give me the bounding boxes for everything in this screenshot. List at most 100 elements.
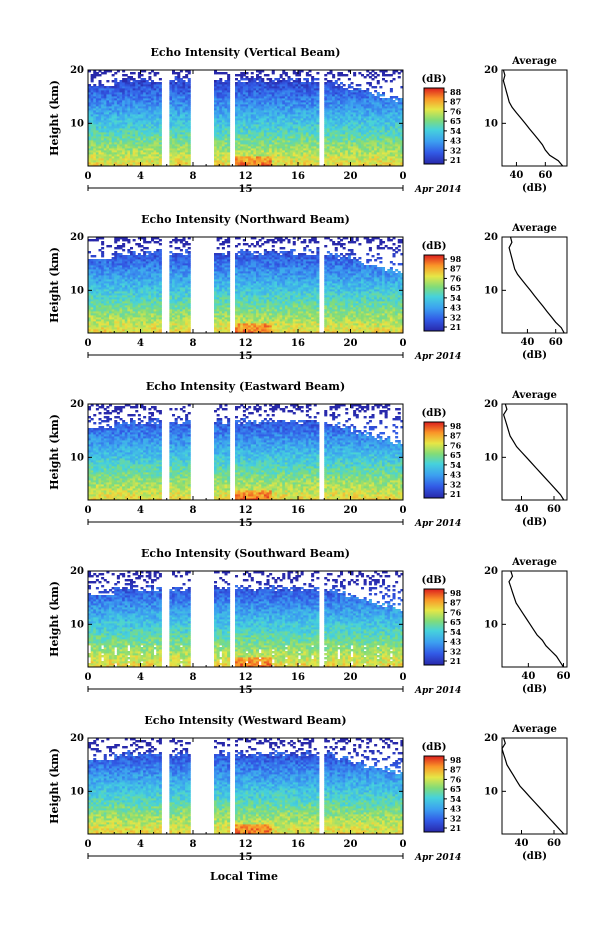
heatmap-cell bbox=[143, 78, 147, 81]
heatmap-cell bbox=[145, 154, 149, 157]
heatmap-cell bbox=[124, 124, 128, 127]
heatmap-cell bbox=[98, 144, 102, 147]
heatmap-cell bbox=[177, 156, 181, 159]
heatmap-cell bbox=[143, 110, 147, 113]
heatmap-cell bbox=[214, 160, 218, 163]
heatmap-cell bbox=[245, 96, 249, 99]
heatmap-cell bbox=[109, 134, 113, 137]
heatmap-cell bbox=[135, 126, 139, 129]
heatmap-cell bbox=[284, 102, 288, 105]
heatmap-cell bbox=[292, 80, 296, 83]
heatmap-cell bbox=[279, 108, 283, 111]
heatmap-cell bbox=[219, 164, 223, 167]
heatmap-cell bbox=[279, 130, 283, 133]
heatmap-cell bbox=[109, 118, 113, 121]
heatmap-cell bbox=[185, 104, 189, 107]
heatmap-cell bbox=[156, 82, 160, 85]
heatmap-cell bbox=[111, 154, 115, 157]
heatmap-cell bbox=[137, 80, 141, 83]
heatmap-cell bbox=[156, 150, 160, 153]
heatmap-cell bbox=[245, 156, 249, 159]
heatmap-cell bbox=[224, 120, 228, 123]
heatmap-cell bbox=[143, 140, 147, 143]
heatmap-cell bbox=[277, 118, 281, 121]
heatmap-cell bbox=[111, 160, 115, 163]
heatmap-cell bbox=[179, 150, 183, 153]
heatmap-cell bbox=[284, 112, 288, 115]
heatmap-cell bbox=[340, 86, 344, 89]
heatmap-cell bbox=[248, 78, 252, 81]
heatmap-cell bbox=[90, 116, 94, 119]
heatmap-cell bbox=[114, 98, 118, 101]
heatmap-cell bbox=[151, 140, 155, 143]
heatmap-cell bbox=[221, 162, 225, 165]
heatmap-cell bbox=[214, 120, 218, 123]
heatmap-cell bbox=[263, 156, 267, 159]
heatmap-cell bbox=[119, 134, 123, 137]
heatmap-cell bbox=[122, 88, 126, 91]
heatmap-cell bbox=[116, 116, 120, 119]
heatmap-cell bbox=[156, 152, 160, 155]
heatmap-cell bbox=[172, 130, 176, 133]
heatmap-cell bbox=[106, 128, 110, 131]
heatmap-cell bbox=[216, 96, 220, 99]
heatmap-cell bbox=[93, 70, 97, 73]
heatmap-cell bbox=[271, 112, 275, 115]
heatmap-cell bbox=[258, 110, 262, 113]
heatmap-cell bbox=[282, 94, 286, 97]
heatmap-cell bbox=[258, 82, 262, 85]
heatmap-cell bbox=[256, 102, 260, 105]
heatmap-cell bbox=[284, 164, 288, 167]
heatmap-cell bbox=[227, 154, 231, 157]
heatmap-cell bbox=[88, 132, 92, 135]
heatmap-cell bbox=[145, 128, 149, 131]
heatmap-cell bbox=[124, 136, 128, 139]
heatmap-cell bbox=[248, 88, 252, 91]
heatmap-cell bbox=[371, 86, 375, 89]
heatmap-cell bbox=[90, 255, 94, 258]
heatmap-cell bbox=[237, 124, 241, 127]
heatmap-cell bbox=[114, 164, 118, 167]
heatmap-cell bbox=[106, 112, 110, 115]
heatmap-cell bbox=[253, 148, 257, 151]
heatmap-cell bbox=[137, 100, 141, 103]
heatmap-cell bbox=[216, 140, 220, 143]
heatmap-cell bbox=[148, 78, 152, 81]
heatmap-cell bbox=[279, 100, 283, 103]
heatmap-cell bbox=[256, 98, 260, 101]
heatmap-cell bbox=[137, 126, 141, 129]
heatmap-cell bbox=[214, 132, 218, 135]
heatmap-cell bbox=[153, 132, 157, 135]
heatmap-cell bbox=[245, 108, 249, 111]
heatmap-cell bbox=[392, 100, 396, 103]
heatmap-cell bbox=[127, 146, 131, 149]
heatmap-cell bbox=[90, 136, 94, 139]
heatmap-cell bbox=[340, 82, 344, 85]
heatmap-cell bbox=[179, 138, 183, 141]
heatmap-cell bbox=[214, 98, 218, 101]
heatmap-cell bbox=[90, 100, 94, 103]
heatmap-cell bbox=[248, 158, 252, 161]
heatmap-cell bbox=[135, 146, 139, 149]
heatmap-cell bbox=[174, 108, 178, 111]
heatmap-cell bbox=[282, 100, 286, 103]
heatmap-cell bbox=[253, 108, 257, 111]
heatmap-cell bbox=[169, 122, 173, 125]
heatmap-cell bbox=[101, 146, 105, 149]
heatmap-cell bbox=[179, 158, 183, 161]
heatmap-cell bbox=[185, 120, 189, 123]
heatmap-cell bbox=[98, 106, 102, 109]
heatmap-cell bbox=[253, 164, 257, 167]
heatmap-cell bbox=[106, 138, 110, 141]
heatmap-cell bbox=[261, 104, 265, 107]
heatmap-cell bbox=[140, 136, 144, 139]
heatmap-cell bbox=[177, 130, 181, 133]
heatmap-cell bbox=[101, 100, 105, 103]
heatmap-cell bbox=[266, 110, 270, 113]
heatmap-cell bbox=[90, 144, 94, 147]
heatmap-cell bbox=[153, 122, 157, 125]
heatmap-cell bbox=[256, 86, 260, 89]
heatmap-cell bbox=[261, 102, 265, 105]
heatmap-cell bbox=[248, 116, 252, 119]
heatmap-cell bbox=[287, 126, 291, 129]
